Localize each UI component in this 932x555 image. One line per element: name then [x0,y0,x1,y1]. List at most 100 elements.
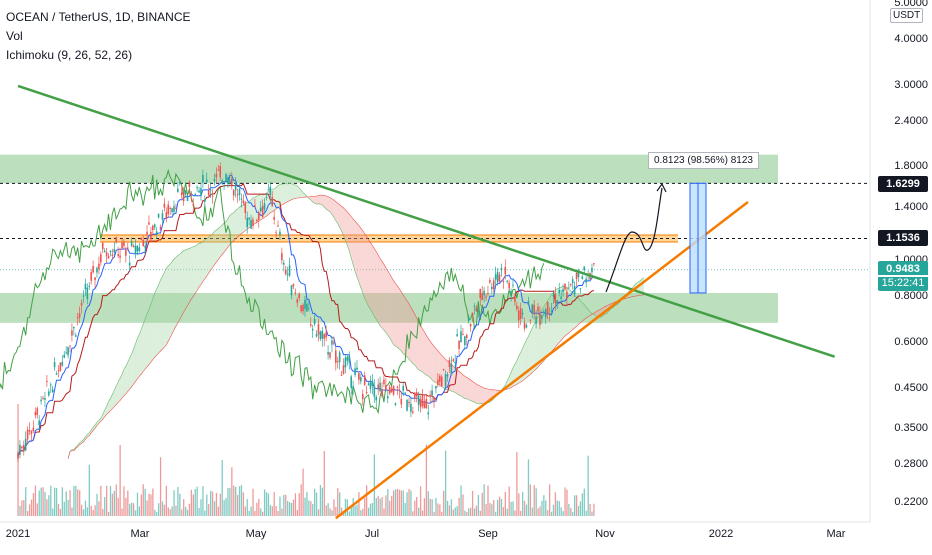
zone-2 [0,292,778,323]
volume-bar [40,487,42,516]
volume-bar [227,487,229,516]
candle-body [286,274,289,276]
candle-body [100,254,102,263]
cloud-segment [553,290,556,350]
candle-body [577,269,580,277]
volume-bar [44,491,46,516]
candle-body [302,304,304,312]
volume-bar [107,511,110,516]
volume-bar [392,490,395,516]
cloud-segment [120,374,123,401]
candle-body [593,263,595,265]
candle-body [491,286,493,289]
candle-body [483,290,485,296]
volume-bars [17,404,595,516]
volume-bar [539,506,541,516]
candle-body [535,316,537,324]
candle-body [230,178,233,186]
volume-bar [340,507,343,516]
volume-bar [104,497,106,516]
volume-bar [161,501,164,516]
price-unit-label[interactable]: USDT [890,8,924,23]
candle-body [65,352,67,354]
cloud-segment [200,241,203,285]
cloud-segment [222,222,225,255]
candle-body [51,389,54,393]
volume-bar [593,503,595,516]
candle-body [358,373,360,380]
cloud-segment [395,283,398,348]
volume-bar [215,492,218,516]
symbol-title[interactable]: OCEAN / TetherUS, 1D, BINANCE [6,10,191,24]
time-tick: Mar [826,528,846,540]
volume-bar [531,507,533,516]
volume-bar [208,504,210,516]
candle-body [238,188,241,195]
candle-body [579,288,582,290]
cloud-segment [291,183,294,200]
cloud-segment [164,268,167,348]
cloud-segment [347,212,350,252]
volume-bar [202,486,204,516]
candle-body [575,272,578,280]
volume-bar [238,486,241,516]
volume-bar [406,492,408,516]
volume-indicator-label[interactable]: Vol [6,29,23,43]
cloud-segment [424,332,427,376]
candle-body [485,296,487,298]
volume-bar [435,497,437,516]
candle-body [473,306,476,308]
cloud-segment [380,258,383,328]
cloud-segment [91,427,94,433]
volume-bar [495,511,497,516]
cloud-segment [586,307,589,319]
candle-body [396,387,399,389]
candle-body [49,384,52,386]
volume-bar [437,503,439,516]
volume-bar [287,501,289,516]
volume-bar [38,490,40,516]
candle-body [123,241,125,247]
candle-body [406,400,408,411]
candle-body [523,322,526,329]
cloud-segment [135,338,138,382]
candle-body [217,169,220,171]
volume-bar [79,490,81,516]
candle-body [558,289,561,294]
candle-body [78,313,81,318]
volume-bar [533,485,535,516]
candle-body [213,179,216,181]
cloud-segment [420,325,423,372]
candle-body [475,307,478,312]
candle-body [142,240,144,247]
orange-band [100,234,678,242]
volume-bar [217,506,220,516]
candle-body [556,300,559,304]
candle-body [254,204,256,206]
volume-bar [254,510,256,516]
ichimoku-indicator-label[interactable]: Ichimoku (9, 26, 52, 26) [6,48,133,62]
candle-body [152,225,154,231]
cloud-segment [233,210,236,241]
candle-body [136,246,139,252]
candle-body [244,202,247,213]
candle-body [271,196,274,207]
candle-body [121,242,123,249]
candle-body [80,302,83,306]
candle-body [352,386,354,389]
candle-body [429,394,431,397]
volume-bar [292,499,295,516]
volume-bar [148,493,150,516]
candle-body [431,390,433,396]
volume-bar [491,504,493,516]
cloud-segment [239,205,242,236]
cloud-segment [401,291,404,354]
volume-bar [337,488,339,516]
cloud-segment [428,338,431,378]
candle-body [427,412,430,415]
candle-body [311,328,314,331]
candle-body [74,335,77,337]
cloud-segment [112,390,115,409]
